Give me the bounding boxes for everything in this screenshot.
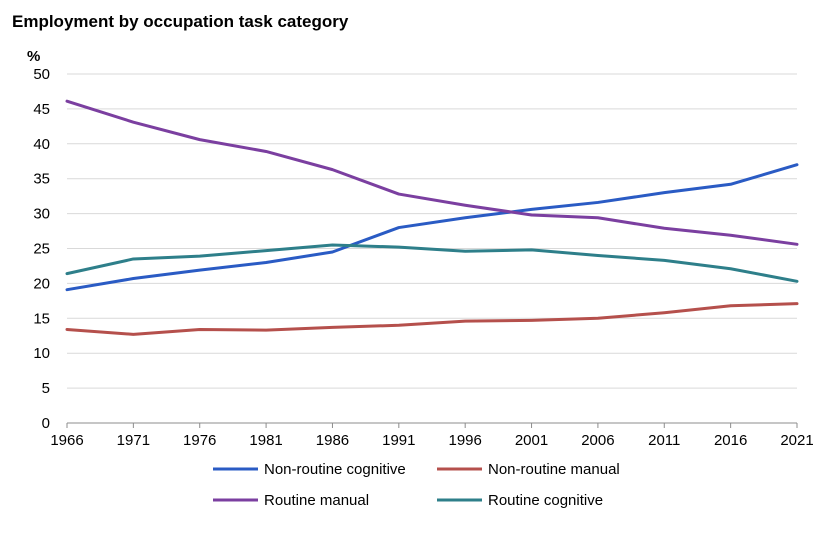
series-lines	[65, 99, 799, 336]
y-tick-label: 0	[42, 415, 50, 432]
x-tick-label: 1966	[50, 432, 83, 449]
x-tick-label: 1991	[382, 432, 415, 449]
x-tick-label: 1971	[117, 432, 150, 449]
legend-label-non-routine-manual: Non-routine manual	[488, 461, 620, 478]
y-tick-label: 15	[33, 310, 50, 327]
y-tick-label: 40	[33, 136, 50, 153]
series-line-routine-cognitive	[65, 243, 799, 283]
axes: 0 5 10 15 20 25 30 35 40 45 50 1966 1971 1976 1981 1986…	[33, 66, 813, 449]
x-tick-label: 1986	[316, 432, 349, 449]
series-line-non-routine-cognitive	[65, 163, 799, 292]
y-tick-label: 10	[33, 345, 50, 362]
y-unit-label: %	[27, 48, 40, 65]
y-tick-label: 5	[42, 380, 50, 397]
y-tick-label: 35	[33, 171, 50, 188]
x-tick-label: 2001	[515, 432, 548, 449]
series-line-non-routine-manual	[65, 302, 799, 336]
y-tick-label: 25	[33, 241, 50, 258]
x-tick-label: 2006	[581, 432, 614, 449]
x-tick-label: 1996	[448, 432, 481, 449]
x-tick-label: 2011	[648, 432, 680, 449]
x-tick-label: 1976	[183, 432, 216, 449]
legend: Non-routine cognitive Non-routine manual R…	[213, 461, 620, 509]
chart-title: Employment by occupation task category	[12, 12, 349, 31]
legend-label-non-routine-cognitive: Non-routine cognitive	[264, 461, 406, 478]
legend-label-routine-manual: Routine manual	[264, 492, 369, 509]
series-line-routine-manual	[65, 99, 799, 246]
y-tick-label: 30	[33, 206, 50, 223]
x-tick-label: 2016	[714, 432, 747, 449]
y-tick-label: 50	[33, 66, 50, 83]
legend-label-routine-cognitive: Routine cognitive	[488, 492, 603, 509]
x-tick-label: 2021	[780, 432, 813, 449]
x-tick-label: 1981	[249, 432, 282, 449]
y-tick-label: 20	[33, 275, 50, 292]
y-tick-label: 45	[33, 101, 50, 118]
